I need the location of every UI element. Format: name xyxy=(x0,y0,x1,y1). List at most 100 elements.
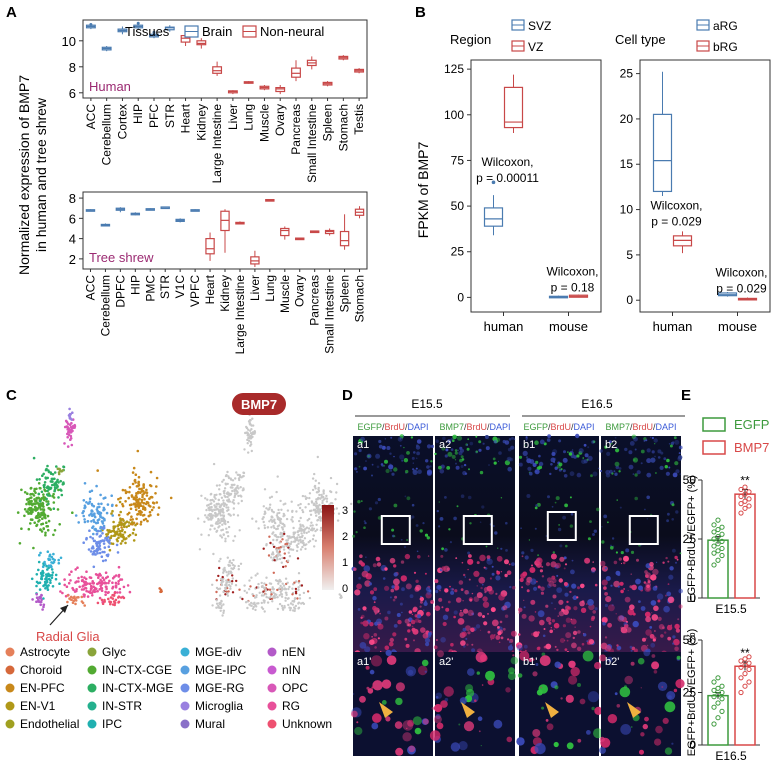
tsne-point-in-ctx-mge xyxy=(46,489,49,493)
tsne-point-mge-ipc xyxy=(95,521,98,525)
cell-nucleus xyxy=(643,649,651,657)
cell-nucleus xyxy=(664,747,673,755)
expression-point xyxy=(297,533,300,537)
tsne-point-rg xyxy=(98,596,102,600)
expression-point xyxy=(284,599,287,602)
x-tick-label: PMC xyxy=(143,275,157,302)
tsne-point-mge-rg xyxy=(85,536,88,540)
cell-nucleus xyxy=(526,589,530,593)
expression-point xyxy=(220,604,223,608)
cell-nucleus xyxy=(616,499,618,501)
cell-nucleus xyxy=(535,504,538,507)
cell-nucleus xyxy=(646,518,648,520)
cell-nucleus xyxy=(576,472,582,478)
box-stomach xyxy=(354,206,365,219)
cell-nucleus xyxy=(661,686,664,688)
cell-nucleus xyxy=(511,562,515,566)
cell-nucleus xyxy=(599,560,606,567)
expression-point xyxy=(303,528,306,531)
cell-nucleus xyxy=(583,443,587,447)
expression-point xyxy=(284,577,288,580)
cell-nucleus xyxy=(383,464,386,467)
cell-nucleus xyxy=(566,742,574,750)
cell-nucleus xyxy=(657,616,662,622)
cell-nucleus xyxy=(649,626,653,629)
cell-nucleus xyxy=(493,439,498,444)
expression-point xyxy=(225,503,228,507)
x-tick-label: Muscle xyxy=(278,275,292,313)
cell-nucleus xyxy=(415,467,418,470)
cell-nucleus xyxy=(615,448,620,453)
outlier-point xyxy=(136,21,140,25)
cell-nucleus xyxy=(575,433,580,439)
tsne-point-mge-rg xyxy=(106,553,110,556)
cell-nucleus xyxy=(550,553,557,560)
zoom-background xyxy=(519,652,599,756)
tsne-point-mge-rg xyxy=(91,537,95,540)
tsne-point-in-ctx-cge xyxy=(36,501,39,505)
cell-nucleus xyxy=(533,581,537,584)
expression-point xyxy=(231,479,235,482)
expression-point xyxy=(279,535,282,539)
cell-nucleus xyxy=(450,587,454,591)
tsne-point-ipc xyxy=(54,573,58,577)
cell-nucleus xyxy=(426,536,430,540)
tsne-point-in-ctx-cge xyxy=(20,488,23,492)
cell-nucleus xyxy=(463,608,469,614)
x-tick-label: Heart xyxy=(179,103,193,133)
expression-point xyxy=(236,514,240,517)
y-tick-label: 125 xyxy=(444,62,464,76)
tsne-point-ipc xyxy=(50,568,54,571)
expression-point xyxy=(222,515,226,518)
colorbar-tick-2: 2 xyxy=(342,531,348,543)
expression-point xyxy=(286,509,290,512)
expression-point xyxy=(210,502,213,505)
expression-point xyxy=(229,587,232,590)
cell-nucleus xyxy=(377,497,381,502)
expression-point xyxy=(245,425,248,429)
cell-nucleus xyxy=(483,621,488,626)
tsne-point-unknown xyxy=(117,595,121,598)
tsne-point-unknown xyxy=(114,598,118,602)
expression-point xyxy=(297,542,300,545)
expression-point xyxy=(291,548,295,551)
cell-nucleus xyxy=(603,586,607,590)
cell-nucleus xyxy=(450,590,455,595)
cell-nucleus xyxy=(657,456,661,459)
tsne-point-in-ctx-cge xyxy=(25,502,28,506)
expression-point xyxy=(255,595,258,599)
tsne-point-in-ctx-cge xyxy=(71,511,74,514)
cell-nucleus xyxy=(616,645,622,651)
expression-point xyxy=(265,507,268,510)
tsne-point-in-ctx-cge xyxy=(27,497,30,501)
tsne-point-mge-ipc xyxy=(93,528,96,531)
cell-nucleus xyxy=(403,545,407,549)
box-muscle xyxy=(280,226,290,240)
cell-nucleus xyxy=(393,578,400,586)
tsne-point-rg xyxy=(122,585,126,589)
expression-point xyxy=(211,583,214,586)
expression-point xyxy=(264,511,267,515)
box-mouse-vz xyxy=(568,294,589,298)
expression-point xyxy=(315,528,319,531)
cell-nucleus xyxy=(466,688,475,698)
cell-nucleus xyxy=(507,672,516,681)
cell-nucleus xyxy=(583,633,587,637)
cell-nucleus xyxy=(539,655,551,666)
expression-point xyxy=(213,495,216,499)
tsne-point-rg xyxy=(76,566,79,569)
zoom-background xyxy=(435,652,515,756)
cell-nucleus xyxy=(357,500,361,504)
tsne-point-mge-div xyxy=(48,553,52,557)
tsne-point-en-v1 xyxy=(118,529,122,533)
legend-dot-nin xyxy=(267,665,277,675)
data-point xyxy=(715,557,721,563)
cell-nucleus xyxy=(434,579,439,584)
tsne-point-in-ctx-cge xyxy=(31,508,35,511)
box-pancreas xyxy=(309,230,320,234)
data-point xyxy=(711,694,717,700)
expression-point xyxy=(226,592,229,595)
cell-nucleus xyxy=(551,505,554,508)
tsne-point-mge-rg xyxy=(89,535,92,539)
tsne-point-en-v1 xyxy=(124,541,127,545)
